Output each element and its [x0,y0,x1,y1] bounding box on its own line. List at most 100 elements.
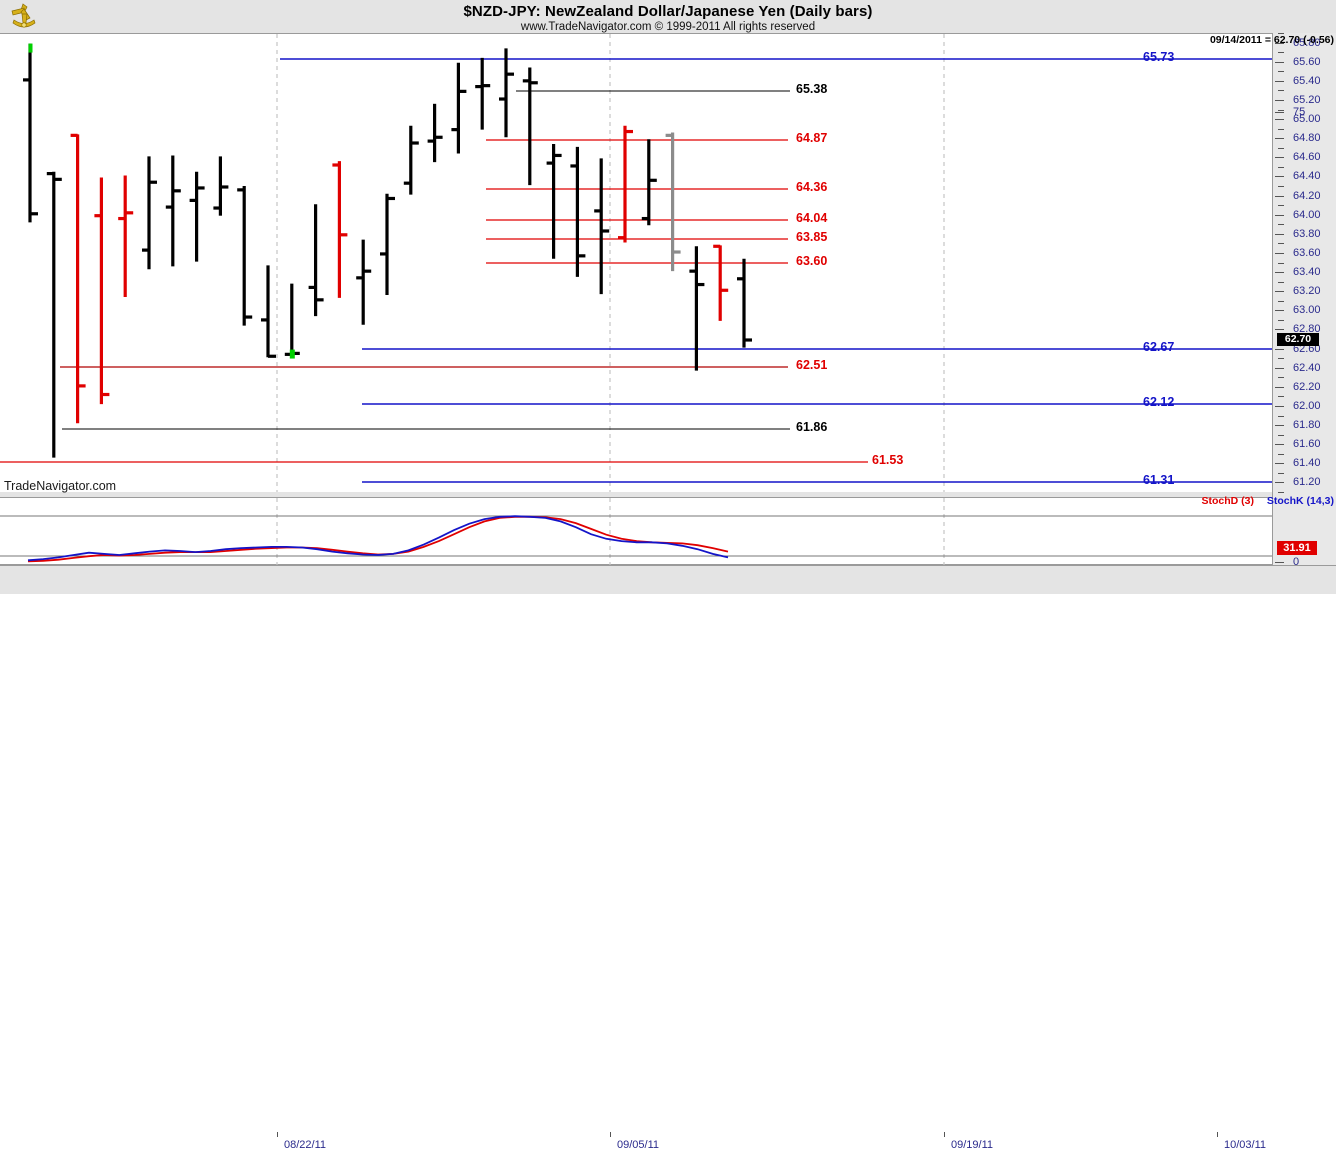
price-minor-tickmark [1278,300,1284,302]
price-minor-tickmark [1278,358,1284,360]
price-tick-label: 62.80 [1293,323,1321,336]
price-minor-tickmark [1278,472,1284,474]
date-tickmark [277,1132,278,1137]
price-minor-tickmark [1278,128,1284,130]
date-tick-label: 08/22/11 [283,1139,327,1151]
date-tickmark [944,1132,945,1137]
price-tickmark [1275,291,1284,293]
price-minor-tickmark [1278,377,1284,379]
price-tickmark [1275,348,1284,350]
highlight-marker [28,43,33,53]
price-tickmark [1275,310,1284,312]
price-minor-tickmark [1278,415,1284,417]
ohlc-bar [546,143,562,259]
ohlc-bar [165,155,181,267]
ohlc-bar [284,283,300,356]
stoch-value-badge: 31.91 [1277,541,1317,555]
price-tickmark [1275,463,1284,465]
stoch-date-gridlines [276,498,945,566]
stoch-tick-75: 75 [1293,106,1306,118]
price-tick-label: 63.20 [1293,285,1321,298]
price-level-label: 64.87 [796,131,828,145]
price-tick-label: 64.20 [1293,189,1321,202]
price-tickmark [1275,61,1284,63]
price-tickmark [1275,138,1284,140]
ohlc-bar [94,177,110,405]
quote-readout: 09/14/2011 = 62.70 (-0.56) [1209,34,1334,46]
price-tickmark [1275,195,1284,197]
price-tick-label: 65.20 [1293,93,1321,106]
ohlc-bar [237,186,253,326]
price-tick-label: 63.00 [1293,304,1321,317]
price-tick-label: 64.40 [1293,170,1321,183]
price-tick-label: 63.80 [1293,227,1321,240]
price-tick-label: 61.80 [1293,419,1321,432]
price-tickmark [1275,482,1284,484]
stoch-k-line [27,515,729,562]
price-tick-label: 65.00 [1293,113,1321,126]
price-tickmark [1275,252,1284,254]
price-level-label: 63.85 [796,230,828,244]
stoch-k-legend: StochK (14,3) [1266,495,1334,507]
price-level-label: 61.86 [796,420,828,434]
ohlc-bar [380,193,395,296]
stochastic-pane[interactable] [0,497,1272,566]
date-gridlines [276,34,945,493]
price-level-label: 63.60 [796,254,828,268]
ohlc-bar [665,132,681,272]
price-minor-tickmark [1278,166,1284,168]
price-level-label: 62.51 [796,358,828,372]
ohlc-bar [308,204,324,317]
price-minor-tickmark [1278,262,1284,264]
price-chart-pane[interactable] [0,33,1272,493]
price-minor-tickmark [1278,281,1284,283]
ohlc-bar [570,146,586,277]
ohlc-bar [189,171,205,262]
stoch-d-line [27,515,729,563]
date-tick-label: 10/03/11 [1223,1139,1267,1151]
support-resistance-lines [0,58,1272,483]
price-minor-tickmark [1278,319,1284,321]
ohlc-bar [70,133,86,424]
price-tickmark [1275,80,1284,82]
price-plot-svg [0,34,1272,493]
ohlc-bar-series [23,43,752,458]
date-tick-label: 09/19/11 [950,1139,994,1151]
price-tick-label: 61.20 [1293,476,1321,489]
price-minor-tickmark [1278,434,1284,436]
price-tick-label: 64.00 [1293,208,1321,221]
ohlc-bar [618,125,633,243]
date-tickmark [610,1132,611,1137]
price-minor-tickmark [1278,71,1284,73]
price-tickmark [1275,157,1284,159]
price-tickmark [1275,405,1284,407]
price-minor-tickmark [1278,205,1284,207]
ohlc-bar [23,43,38,223]
stochastic-plot-svg [0,498,1272,566]
price-tick-label: 63.40 [1293,266,1321,279]
price-tick-label: 61.60 [1293,438,1321,451]
ohlc-bar [451,62,467,154]
price-tick-label: 65.40 [1293,74,1321,87]
price-axis-strip[interactable]: 65.80 65.60 65.40 65.20 65.00 64.80 64.60 64.40… [1272,33,1336,568]
date-axis-strip[interactable]: 08/22/11 09/05/11 09/19/11 10/03/11 [0,565,1336,1151]
price-tickmark [1275,386,1284,388]
price-tick-label: 62.60 [1293,342,1321,355]
price-minor-tickmark [1278,147,1284,149]
date-tick-label: 09/05/11 [616,1139,660,1151]
price-level-label: 64.04 [796,211,828,225]
ohlc-bar [689,246,705,371]
ohlc-bar [403,125,419,195]
ohlc-bar [118,175,134,297]
highlight-marker [289,349,295,359]
price-minor-tickmark [1278,186,1284,187]
price-tickmark [1275,176,1284,178]
ohlc-bar [427,103,443,163]
price-tickmark [1275,99,1284,101]
ohlc-bar [737,258,752,348]
ohlc-bar [713,244,729,321]
price-minor-tickmark [1278,396,1284,398]
ohlc-bar [522,67,538,186]
price-tick-label: 63.60 [1293,246,1321,259]
